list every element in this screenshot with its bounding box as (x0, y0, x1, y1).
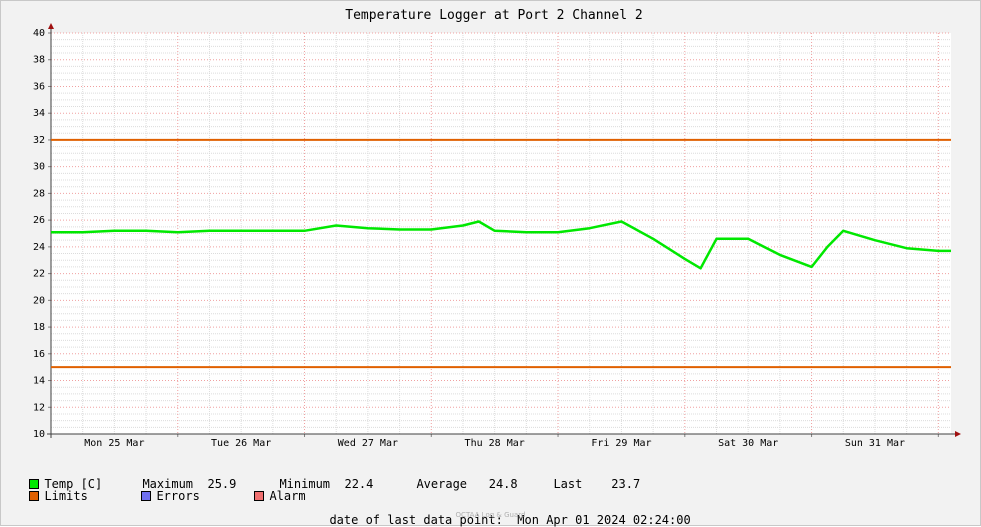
y-tick-label: 22 (33, 269, 45, 280)
y-tick-label: 30 (33, 162, 45, 173)
legend-errors: Errors (127, 475, 200, 503)
x-axis-arrow (955, 431, 961, 437)
x-tick-label: Thu 28 Mar (465, 438, 525, 449)
x-tick-label: Sun 31 Mar (845, 438, 905, 449)
y-tick-label: 36 (33, 81, 45, 92)
date-label: date of last data point: (329, 513, 503, 527)
legend-maximum: Maximum 25.9 (128, 463, 236, 491)
series-layer (51, 220, 951, 270)
minimum-label: Minimum (279, 477, 331, 491)
y-tick-label: 16 (33, 349, 45, 360)
legend-limits: Limits (15, 475, 88, 503)
legend-minimum: Minimum 22.4 (265, 463, 373, 491)
x-tick-label: Sat 30 Mar (718, 438, 778, 449)
maximum-label: Maximum (142, 477, 194, 491)
maximum-value: 25.9 (207, 477, 237, 491)
legend-average: Average 24.8 (402, 463, 518, 491)
legend-errors-label: Errors (156, 489, 200, 503)
limits-swatch (29, 491, 40, 501)
legend-limits-label: Limits (44, 489, 88, 503)
y-tick-label: 32 (33, 135, 45, 146)
chart-title: Temperature Logger at Port 2 Channel 2 (345, 8, 642, 23)
axis-layer: 10 12 14 16 18 20 22 24 26 28 30 32 34 36 38 40 Mon 25 M… (33, 23, 961, 449)
last-label: Last (553, 477, 583, 491)
limits-layer (51, 138, 951, 369)
temp-series-line (51, 220, 951, 270)
x-tick-label: Fri 29 Mar (591, 438, 651, 449)
legend-temp: Temp [C] (15, 463, 102, 491)
minimum-value: 22.4 (344, 477, 374, 491)
average-label: Average (416, 477, 468, 491)
x-tick-label: Mon 25 Mar (84, 438, 144, 449)
temp-swatch (29, 479, 40, 489)
grid-layer (50, 32, 951, 435)
y-tick-label: 24 (33, 242, 45, 253)
x-tick-label: Tue 26 Mar (211, 438, 271, 449)
date-value: Mon Apr 01 2024 02:24:00 (517, 513, 691, 527)
y-tick-label: 20 (33, 295, 45, 306)
last-value: 23.7 (611, 477, 641, 491)
y-tick-label: 14 (33, 376, 45, 387)
alarm-swatch (254, 491, 265, 501)
legend-temp-label: Temp [C] (44, 477, 103, 491)
y-axis-arrow (48, 23, 54, 29)
y-tick-label: 18 (33, 322, 45, 333)
legend-alarm: Alarm (240, 475, 306, 503)
legend-alarm-label: Alarm (269, 489, 306, 503)
y-tick-label: 38 (33, 55, 45, 66)
y-tick-label: 26 (33, 215, 45, 226)
errors-swatch (141, 491, 152, 501)
y-tick-label: 28 (33, 188, 45, 199)
x-tick-label: Wed 27 Mar (338, 438, 398, 449)
y-tick-label: 34 (33, 108, 45, 119)
average-value: 24.8 (488, 477, 518, 491)
y-tick-label: 40 (33, 28, 45, 39)
legend-last: Last 23.7 (539, 463, 640, 491)
watermark: OCTAA Log & Guard (455, 511, 526, 519)
last-data-point: date of last data point: Mon Apr 01 2024… (315, 499, 691, 527)
y-tick-label: 10 (33, 429, 45, 440)
y-tick-label: 12 (33, 402, 45, 413)
